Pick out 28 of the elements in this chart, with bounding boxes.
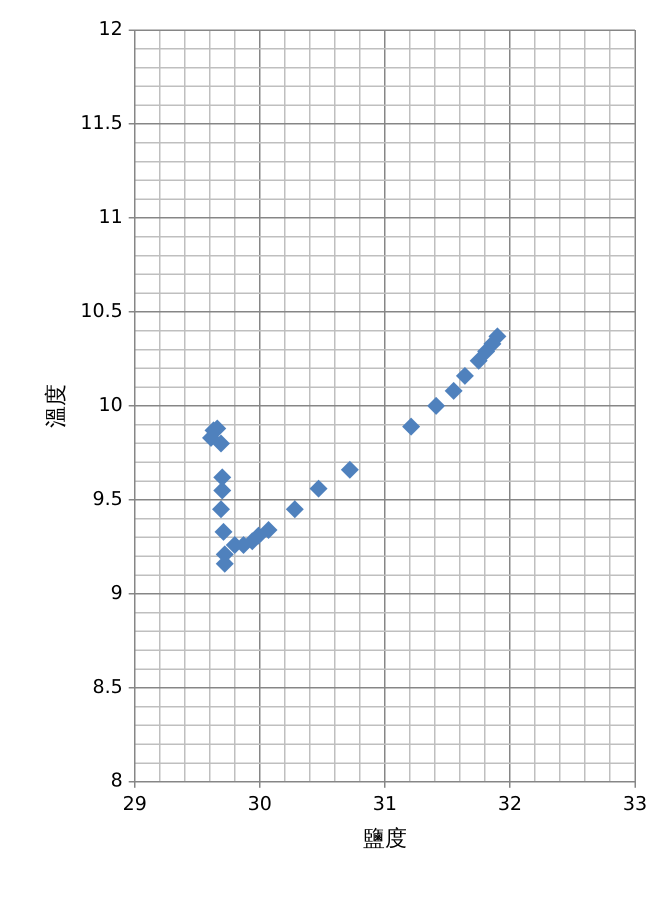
x-axis-title: 鹽度: [362, 826, 407, 852]
point: [310, 480, 328, 498]
x-tick-label: 30: [248, 793, 272, 816]
point: [444, 382, 463, 400]
y-tick-label: 9.5: [92, 488, 123, 510]
point: [427, 396, 446, 415]
point: [286, 500, 304, 518]
y-tick-label: 11: [98, 206, 123, 228]
y-tick-label: 11.5: [80, 112, 123, 134]
x-tick-label: 31: [372, 793, 397, 816]
point: [456, 366, 474, 385]
y-axis-title: 溫度: [44, 384, 69, 428]
x-tick-label: 33: [622, 793, 648, 816]
point: [214, 522, 233, 541]
point: [402, 418, 420, 436]
y-tick-label: 12: [98, 18, 123, 40]
x-tick-label: 29: [122, 793, 147, 816]
y-tick-label: 10: [98, 394, 123, 416]
y-tick-label: 9: [110, 582, 123, 604]
point: [212, 434, 230, 452]
point: [212, 500, 230, 518]
y-tick-label: 8: [110, 770, 123, 792]
x-tick-label: 32: [498, 793, 522, 816]
y-tick-label: 10.5: [80, 300, 123, 322]
point: [340, 460, 359, 479]
y-tick-label: 8.5: [92, 676, 123, 698]
point: [470, 352, 488, 370]
point: [260, 520, 278, 539]
